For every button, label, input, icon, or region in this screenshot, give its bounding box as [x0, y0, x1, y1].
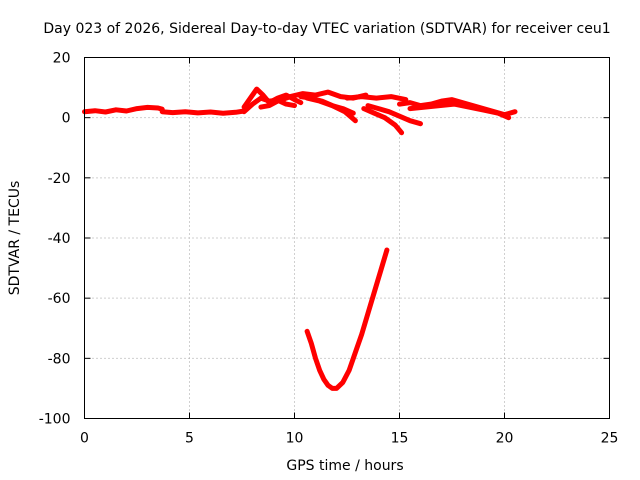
- series-line-arc-9: [365, 103, 423, 127]
- y-tick-label: -100: [39, 412, 71, 428]
- series-line-arc-4: [241, 95, 297, 115]
- y-tick-label: -80: [48, 351, 71, 367]
- series-line-arc-13: [304, 247, 390, 391]
- y-tick-label: -40: [48, 231, 71, 247]
- series-line-arc-8: [344, 94, 409, 103]
- series-line-arc-2: [159, 108, 247, 116]
- y-tick-label: -60: [48, 291, 71, 307]
- y-tick-label: 0: [62, 111, 71, 127]
- y-tick-labels: -100 -80 -60 -40 -20 0 20: [39, 51, 71, 428]
- series-line-arc-7: [304, 95, 358, 124]
- x-tick-label: 20: [496, 431, 514, 447]
- x-tick-label: 15: [391, 431, 409, 447]
- x-tick-label: 5: [185, 431, 194, 447]
- y-tick-label: -20: [48, 171, 71, 187]
- y-axis-label: SDTVAR / TECUs: [7, 181, 23, 296]
- x-tick-label: 25: [601, 431, 619, 447]
- y-tick-label: 20: [53, 51, 71, 67]
- series-line-arc-10: [361, 106, 405, 136]
- chart-title: Day 023 of 2026, Sidereal Day-to-day VTE…: [43, 21, 610, 37]
- plot-frame: [84, 57, 610, 419]
- x-tick-labels: 0 5 10 15 20 25: [80, 431, 618, 447]
- x-axis-label: GPS time / hours: [286, 458, 403, 474]
- series-group: [82, 86, 518, 391]
- series-line-arc-12: [407, 101, 512, 121]
- series-line-arc-1: [82, 104, 165, 115]
- x-tick-label: 10: [286, 431, 304, 447]
- x-tick-label: 0: [80, 431, 89, 447]
